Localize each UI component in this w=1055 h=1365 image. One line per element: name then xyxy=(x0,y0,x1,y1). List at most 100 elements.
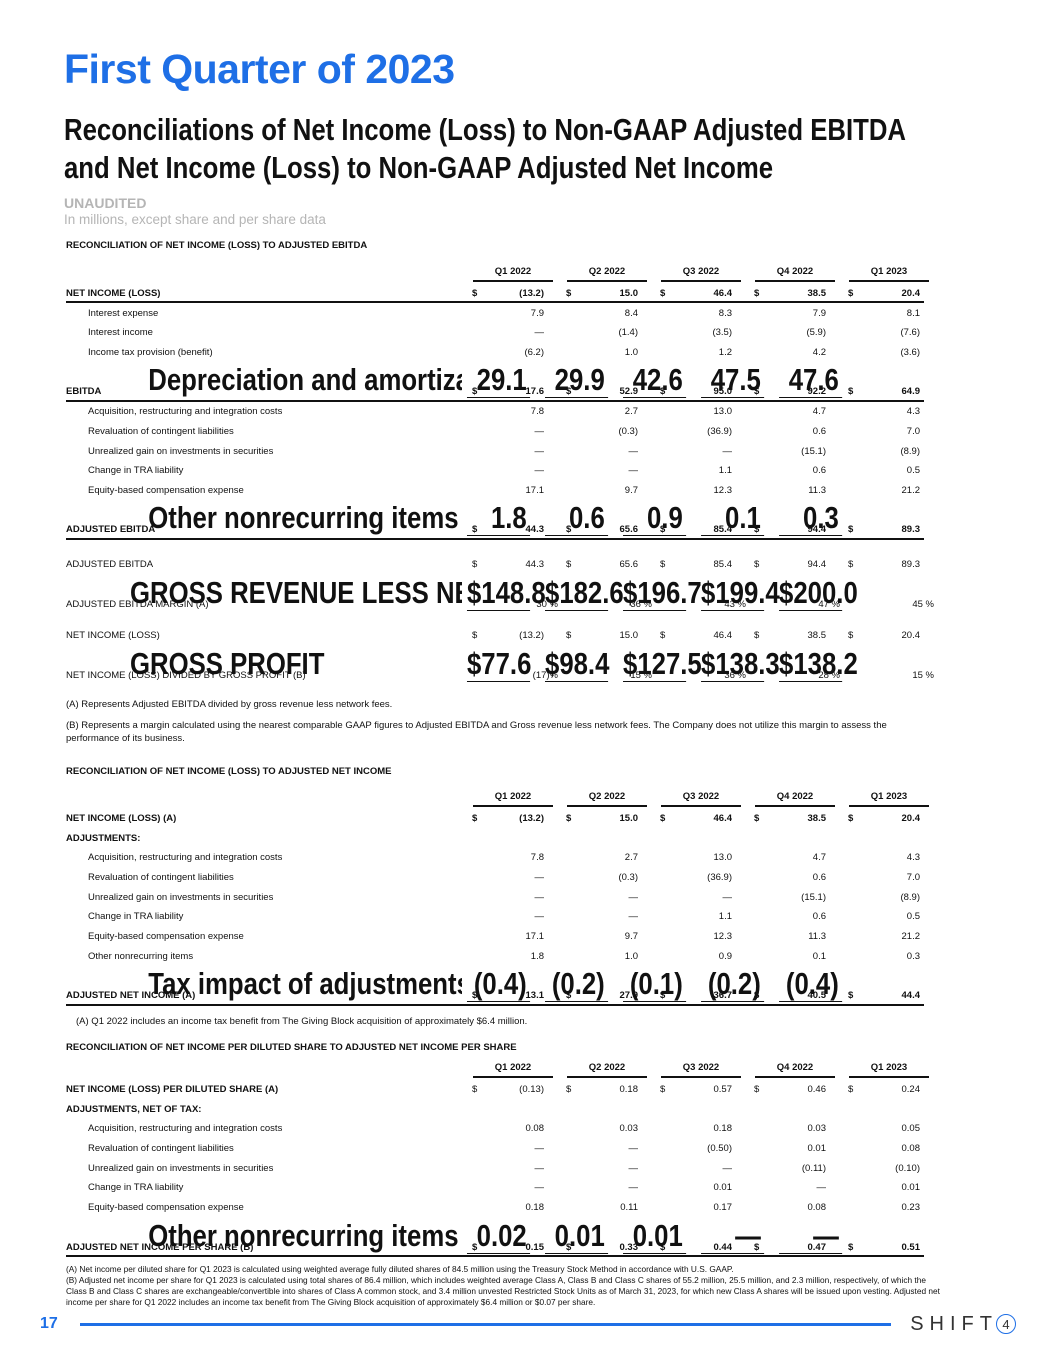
cell-value: 0.18 xyxy=(619,1084,639,1096)
value-cell xyxy=(842,828,936,848)
cell-value: (0.4) xyxy=(473,966,527,1002)
cell-value: — xyxy=(534,872,545,884)
cell-value: 11.3 xyxy=(808,484,826,496)
cell-value: 0.46 xyxy=(807,1084,827,1096)
value-cell: $0.57 xyxy=(654,1080,748,1100)
value-cell: 36 % xyxy=(654,665,748,685)
value-cell: $89.3 xyxy=(842,555,936,575)
cell-value: 0.01 xyxy=(554,1217,605,1253)
row-label: GROSS REVENUE LESS NETWORK FEES xyxy=(130,574,462,610)
row-label: Change in TRA liability xyxy=(88,911,184,923)
dollar-sign: $ xyxy=(566,288,572,300)
row-label: Revaluation of contingent liabilities xyxy=(88,425,234,437)
adjusted-net-income-table: Q1 2022 Q2 2022 Q3 2022 Q4 2022 Q1 2023 NET I… xyxy=(66,789,936,1006)
cell-value: 1.8 xyxy=(530,950,544,962)
cell-value: 95.0 xyxy=(713,386,733,398)
row-label: Acquisition, restructuring and integrati… xyxy=(88,406,283,418)
value-cell: 0.01 xyxy=(654,1178,748,1198)
value-cell: 7.0 xyxy=(842,422,936,442)
value-cell: (0.3) xyxy=(560,422,654,442)
cell-value: 15 % xyxy=(630,669,652,681)
dollar-sign: $ xyxy=(754,386,760,398)
value-cell: — xyxy=(466,1178,560,1198)
row-label: ADJUSTMENTS: xyxy=(66,832,141,844)
row-label: Equity-based compensation expense xyxy=(88,931,244,943)
dollar-sign: $ xyxy=(466,574,482,610)
cell-value: 38.5 xyxy=(807,288,827,300)
cell-value: 65.6 xyxy=(619,524,639,536)
value-cell: (3.5) xyxy=(654,323,748,343)
value-cell: 0.03 xyxy=(748,1119,842,1139)
value-cell: (0.2) xyxy=(696,966,774,1003)
value-cell: — xyxy=(466,1139,560,1159)
table-row: Acquisition, restructuring and integrati… xyxy=(66,402,936,422)
value-cell: 47.6 xyxy=(774,362,852,399)
value-cell xyxy=(748,1099,842,1119)
cell-value: 0.15 xyxy=(525,1241,545,1253)
dollar-sign: $ xyxy=(660,990,666,1002)
value-cell: $20.4 xyxy=(842,284,936,304)
cell-value: 89.3 xyxy=(901,524,921,536)
value-cell: 42.6 xyxy=(618,362,696,399)
value-cell: 11.3 xyxy=(748,927,842,947)
cell-value: 77.6 xyxy=(481,645,532,681)
cell-value: 46.4 xyxy=(713,288,733,300)
row-label: Interest income xyxy=(88,327,153,339)
row-label: Unrealized gain on investments in securi… xyxy=(88,1162,274,1174)
cell-value: 7.0 xyxy=(906,425,920,437)
cell-value: 98.4 xyxy=(559,645,610,681)
value-cell: $85.4 xyxy=(654,520,748,540)
value-cell: (17)% xyxy=(466,665,560,685)
cell-value: 4.2 xyxy=(812,347,826,359)
row-label: Equity-based compensation expense xyxy=(88,1202,244,1214)
cell-value: 0.01 xyxy=(632,1217,683,1253)
cell-value: — xyxy=(628,891,639,903)
cell-value: 9.7 xyxy=(624,931,638,943)
dollar-sign: $ xyxy=(848,524,854,536)
cell-value: 64.9 xyxy=(901,386,921,398)
dollar-sign: $ xyxy=(848,559,854,571)
table-row: NET INCOME (LOSS) DIVIDED BY GROSS PROFI… xyxy=(66,665,936,685)
value-cell xyxy=(560,828,654,848)
dollar-sign: $ xyxy=(660,524,666,536)
cell-value: 52.9 xyxy=(619,386,639,398)
column-header: Q2 2022 xyxy=(560,1060,654,1080)
cell-value: 27.9 xyxy=(619,990,639,1002)
dollar-sign: $ xyxy=(545,574,560,610)
value-cell: — xyxy=(654,887,748,907)
cell-value: 0.6 xyxy=(568,500,605,536)
value-cell: 17.1 xyxy=(466,481,560,501)
value-cell: 7.8 xyxy=(466,848,560,868)
table-row: ADJUSTED EBITDA MARGIN (A) 30 % 36 % 43 % 47… xyxy=(66,594,936,614)
section2-heading: RECONCILIATION OF NET INCOME (LOSS) TO A… xyxy=(66,766,392,777)
value-cell: 0.01 xyxy=(540,1218,618,1254)
cell-value: 46.4 xyxy=(713,630,733,642)
table-row: GROSS PROFIT $77.6 $98.4 $127.5 $138.3 $138.2 xyxy=(130,646,858,682)
row-label: Unrealized gain on investments in securi… xyxy=(88,891,274,903)
value-cell: 0.9 xyxy=(618,500,696,537)
value-cell: $92.2 xyxy=(748,382,842,402)
row-label: ADJUSTED EBITDA MARGIN (A) xyxy=(66,598,209,610)
value-cell: — xyxy=(654,1158,748,1178)
cell-value: 8.1 xyxy=(906,307,920,319)
cell-value: — xyxy=(534,465,545,477)
column-header: Q1 2022 xyxy=(466,789,560,809)
value-cell: $0.15 xyxy=(466,1237,560,1257)
value-cell: $52.9 xyxy=(560,382,654,402)
value-cell: 9.7 xyxy=(560,927,654,947)
dollar-sign: $ xyxy=(566,990,572,1002)
value-cell: $44.4 xyxy=(842,986,936,1006)
table-row: ADJUSTED EBITDA $44.3 $65.6 $85.4 $94.4 $89.3 xyxy=(66,555,936,575)
value-cell: $138.3 xyxy=(696,646,780,682)
column-header: Q2 2022 xyxy=(560,264,654,284)
table-row: NET INCOME (LOSS) (A) $ (13.2) $15.0 $46.4 $3… xyxy=(66,809,936,829)
row-label: Tax impact of adjustments xyxy=(148,966,462,1002)
section3-heading: RECONCILIATION OF NET INCOME PER DILUTED… xyxy=(66,1042,517,1053)
cell-value: (0.4) xyxy=(785,966,839,1002)
cell-value: (3.5) xyxy=(712,327,732,339)
cell-value: 11.3 xyxy=(808,931,826,943)
column-header-label: Q3 2022 xyxy=(661,1062,741,1078)
value-cell: 30 % xyxy=(466,594,560,614)
value-cell: $196.7 xyxy=(618,575,702,611)
value-cell: 1.8 xyxy=(466,947,560,967)
